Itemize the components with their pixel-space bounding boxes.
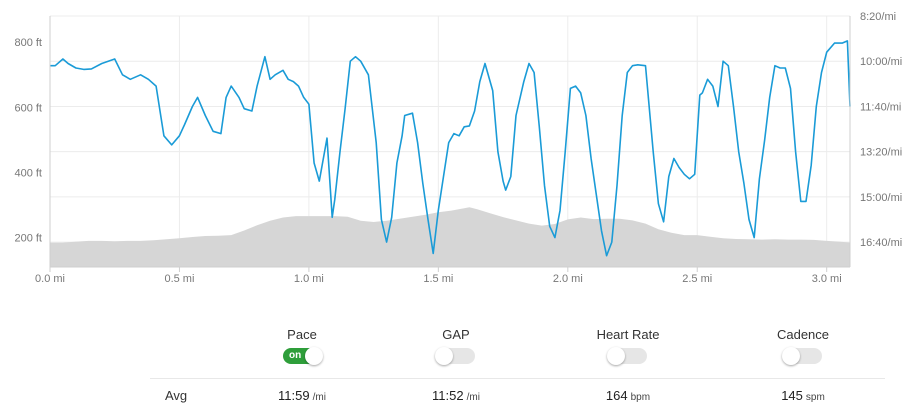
- gap-label: GAP: [442, 327, 470, 342]
- avg-gap-value: 11:52: [432, 388, 464, 403]
- gap-toggle[interactable]: [435, 347, 475, 365]
- avg-pace-unit: /mi: [312, 392, 326, 403]
- x-tick-label: 3.0 mi: [812, 273, 842, 285]
- right-tick-label: 8:20/mi: [860, 11, 896, 23]
- x-tick-label: 2.0 mi: [553, 273, 583, 285]
- x-tick-label: 0.5 mi: [164, 273, 194, 285]
- x-tick-label: 1.0 mi: [294, 273, 324, 285]
- pace-label: Pace: [287, 327, 317, 342]
- avg-gap-unit: /mi: [466, 392, 480, 403]
- avg-heart-rate-value: 164: [605, 388, 628, 403]
- cadence-toggle[interactable]: [782, 347, 822, 365]
- pace-line: [50, 40, 851, 257]
- pace-toggle[interactable]: on: [283, 347, 323, 365]
- left-axis-ticks: 800 ft 600 ft 400 ft 200 ft: [14, 37, 42, 245]
- right-tick-label: 15:00/mi: [860, 192, 902, 204]
- avg-heart-rate-unit: bpm: [630, 392, 651, 403]
- x-tick-label: 2.5 mi: [682, 273, 712, 285]
- toggle-knob: [305, 347, 323, 365]
- x-tick-label: 1.5 mi: [423, 273, 453, 285]
- toggle-knob: [435, 347, 453, 365]
- divider: [150, 378, 885, 379]
- avg-heart-rate: 164 bpm: [558, 384, 698, 410]
- averages-row: Avg 11:59/mi 11:52/mi 164 bpm 145 spm: [0, 384, 921, 408]
- left-tick-label: 800 ft: [14, 37, 42, 49]
- right-tick-label: 16:40/mi: [860, 237, 902, 249]
- right-tick-label: 13:20/mi: [860, 147, 902, 159]
- pace-elevation-chart[interactable]: 0.0 mi 0.5 mi 1.0 mi 1.5 mi 2.0 mi 2.5 mi 3.0 …: [0, 0, 921, 300]
- avg-cadence: 145 spm: [733, 384, 873, 410]
- pace-toggle-group: Pace on: [232, 326, 372, 369]
- gap-toggle-group: GAP: [386, 326, 526, 369]
- avg-gap: 11:52/mi: [386, 384, 526, 410]
- cadence-toggle-group: Cadence: [733, 326, 873, 369]
- left-tick-label: 200 ft: [14, 233, 42, 245]
- avg-cadence-value: 145: [781, 388, 803, 403]
- avg-pace-value: 11:59: [278, 388, 310, 403]
- avg-label: Avg: [165, 388, 188, 403]
- cadence-label: Cadence: [776, 327, 830, 342]
- toggle-knob: [607, 347, 625, 365]
- left-tick-label: 400 ft: [14, 167, 42, 179]
- avg-pace: 11:59/mi: [232, 384, 372, 410]
- pace-toggle-state: on: [289, 350, 302, 361]
- x-tick-label: 0.0 mi: [35, 273, 65, 285]
- toggle-knob: [782, 347, 800, 365]
- heart-rate-label: Heart Rate: [596, 327, 660, 342]
- avg-cadence-unit: spm: [805, 392, 825, 403]
- x-axis-ticks: 0.0 mi 0.5 mi 1.0 mi 1.5 mi 2.0 mi 2.5 mi 3.0 …: [35, 267, 842, 285]
- right-tick-label: 11:40/mi: [860, 101, 901, 113]
- right-axis-ticks: 8:20/mi 10:00/mi 11:40/mi 13:20/mi 15:00/mi 1…: [860, 11, 902, 249]
- heart-rate-toggle-group: Heart Rate: [558, 326, 698, 369]
- metric-toggles: Pace on GAP Heart Rate Cadence: [0, 326, 921, 376]
- axes: [49, 16, 851, 268]
- heart-rate-toggle[interactable]: [607, 347, 647, 365]
- right-tick-label: 10:00/mi: [860, 56, 902, 68]
- elevation-area: [50, 207, 850, 267]
- left-tick-label: 600 ft: [14, 102, 42, 114]
